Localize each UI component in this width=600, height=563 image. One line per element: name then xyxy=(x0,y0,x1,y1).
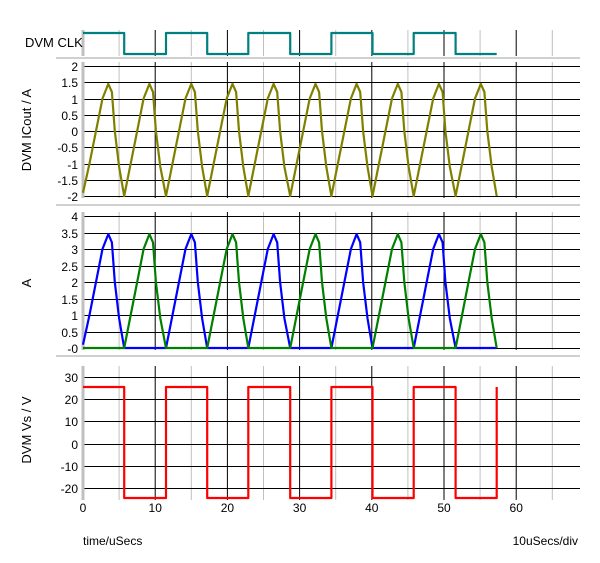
y-tick-label: 0 xyxy=(71,125,78,139)
y-tick-label: 2 xyxy=(71,60,78,74)
y-tick-label: 4 xyxy=(71,210,78,224)
y-tick-label: 0.5 xyxy=(61,326,78,340)
y-tick-label: 1 xyxy=(71,309,78,323)
current-ylabel: A xyxy=(19,278,34,287)
y-tick-label: 1.5 xyxy=(61,293,78,307)
trace-2-1 xyxy=(83,233,498,350)
y-tick-label: 3.5 xyxy=(61,227,78,241)
trace-2-0 xyxy=(81,233,497,350)
x-tick-label: 50 xyxy=(437,501,451,515)
traces xyxy=(81,31,498,500)
vs-ylabel: DVM Vs / V xyxy=(19,396,34,464)
grid xyxy=(56,30,580,500)
trace-1-0 xyxy=(81,82,498,198)
y-tick-label: 2.5 xyxy=(61,260,78,274)
x-tick-label: 30 xyxy=(293,501,307,515)
icout-ylabel: DVM ICout / A xyxy=(19,88,34,171)
y-tick-label: 20 xyxy=(65,393,79,407)
y-tick-label: 30 xyxy=(65,371,79,385)
x-tick-label: 0 xyxy=(80,501,87,515)
x-tick-label: 20 xyxy=(221,501,235,515)
y-tick-label: 1.5 xyxy=(61,76,78,90)
trace-0-0 xyxy=(83,31,497,56)
y-tick-label: -10 xyxy=(61,460,79,474)
y-tick-label: -20 xyxy=(61,482,79,496)
x-scale-label: 10uSecs/div xyxy=(513,534,578,548)
clk-label: DVM CLK xyxy=(25,35,83,50)
y-tick-label: -1.5 xyxy=(57,174,78,188)
y-tick-label: -1 xyxy=(67,158,78,172)
x-tick-label: 40 xyxy=(365,501,379,515)
y-tick-label: 0 xyxy=(71,438,78,452)
y-tick-label: 10 xyxy=(65,415,79,429)
x-tick-label: 10 xyxy=(149,501,163,515)
x-axis-label: time/uSecs xyxy=(83,534,142,548)
y-tick-label: -0.5 xyxy=(57,141,78,155)
y-tick-label: 3 xyxy=(71,243,78,257)
y-tick-label: 0.5 xyxy=(61,109,78,123)
y-tick-label: -2 xyxy=(67,190,78,204)
labels: 2 1.5 1 0.5 0 -0.5 -1 -1.5 -2 4 3.5 3 2.5 2 1.5 1 0.5 -0 3… xyxy=(57,60,523,515)
y-tick-label: 1 xyxy=(71,93,78,107)
trace-3-0 xyxy=(83,385,498,500)
y-tick-label: 2 xyxy=(71,276,78,290)
y-tick-label: -0 xyxy=(67,342,78,356)
x-tick-label: 60 xyxy=(510,501,524,515)
